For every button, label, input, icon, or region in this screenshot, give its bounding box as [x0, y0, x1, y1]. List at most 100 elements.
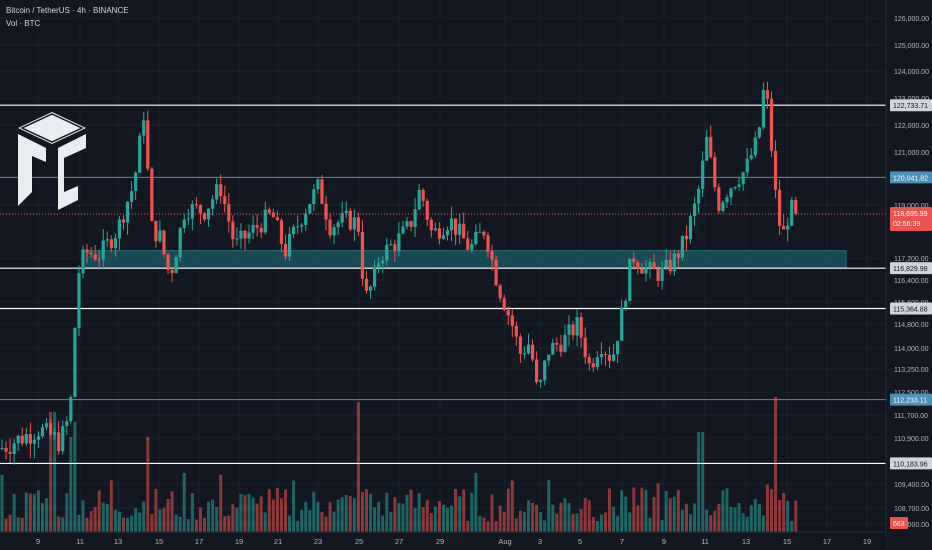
- candle-body: [684, 235, 689, 240]
- volume-bar: [401, 503, 405, 532]
- price-tick-label: 109,400.00: [894, 482, 929, 489]
- price-tick-label: 124,000.00: [894, 69, 929, 76]
- candle-body: [644, 268, 648, 274]
- volume-bar: [219, 474, 223, 532]
- candle-body: [769, 98, 774, 151]
- volume-bar: [271, 499, 275, 532]
- volume-bar: [413, 507, 417, 532]
- time-tick-label: 23: [314, 537, 322, 546]
- candle-body: [336, 222, 340, 228]
- symbol-title[interactable]: Bitcoin / TetherUS · 4h · BINANCE: [6, 6, 129, 15]
- candle-body: [211, 199, 215, 209]
- candle-body: [348, 210, 352, 230]
- candle-body: [142, 120, 146, 136]
- candle-body: [85, 249, 89, 253]
- price-tick-label: 125,000.00: [894, 43, 929, 50]
- volume-bar: [790, 521, 794, 532]
- volume-bar: [441, 504, 445, 532]
- level-price-label: 115,364.88: [893, 306, 928, 313]
- time-tick-label: 5: [578, 537, 582, 546]
- volume-bar: [93, 506, 97, 532]
- candle-body: [413, 209, 417, 227]
- volume-bar: [320, 511, 324, 532]
- volume-bar: [446, 507, 449, 532]
- candle-body: [190, 204, 194, 219]
- volume-bar: [490, 494, 494, 532]
- candle-body: [494, 259, 498, 286]
- candle-body: [778, 189, 782, 226]
- candle-body: [360, 231, 365, 279]
- candle-body: [599, 354, 603, 358]
- trading-community-logo-icon: [18, 112, 86, 210]
- candle-body: [49, 423, 53, 435]
- candle-body: [296, 226, 300, 228]
- candle-body: [61, 426, 65, 452]
- volume-bar: [421, 507, 425, 532]
- candle-body: [482, 231, 486, 236]
- candle-body: [648, 262, 652, 269]
- volume-bar: [579, 508, 583, 532]
- volume-bar: [518, 510, 522, 532]
- volume-bar: [583, 498, 587, 532]
- volume-bar: [24, 492, 28, 532]
- candle-body: [498, 285, 502, 299]
- volume-bar: [405, 494, 409, 532]
- level-price-label: 122,733.71: [893, 103, 928, 110]
- volume-bar: [16, 517, 20, 532]
- volume-bar: [263, 512, 267, 532]
- candle-body: [150, 168, 154, 221]
- volume-bar: [77, 514, 81, 532]
- candle-body: [105, 239, 109, 241]
- volume-bar: [231, 504, 235, 532]
- candle-body: [417, 189, 421, 210]
- candle-body: [697, 188, 701, 204]
- price-tick-label: 121,000.00: [894, 150, 929, 157]
- volume-indicator-label[interactable]: Vol · BTC: [6, 19, 41, 28]
- volume-bar: [275, 488, 279, 532]
- candle-body: [138, 135, 142, 173]
- candle-body: [36, 436, 41, 440]
- candle-body: [215, 184, 219, 200]
- candle-body: [206, 208, 211, 220]
- time-tick-label: 3: [538, 537, 542, 546]
- volume-bar: [689, 514, 692, 532]
- volume-bar: [316, 502, 320, 532]
- candle-body: [587, 357, 591, 364]
- candle-body: [441, 235, 446, 239]
- volume-bar: [616, 515, 620, 532]
- price-tick-label: 119,000.00: [894, 203, 929, 210]
- volume-bar: [109, 480, 113, 532]
- candle-body: [765, 90, 770, 99]
- candle-body: [624, 300, 628, 308]
- candle-body: [267, 209, 271, 213]
- time-tick-label: 11: [701, 537, 709, 546]
- time-tick-label: 17: [823, 537, 831, 546]
- volume-bar: [194, 519, 198, 532]
- volume-bar: [373, 507, 377, 532]
- volume-bar: [239, 493, 243, 532]
- candle-body: [790, 200, 794, 226]
- volume-bar: [729, 506, 733, 532]
- volume-bar: [304, 501, 308, 532]
- volume-bar: [28, 493, 32, 532]
- candle-body: [32, 439, 36, 444]
- volume-bar: [211, 499, 215, 532]
- candle-body: [502, 298, 506, 311]
- candle-body: [154, 220, 158, 242]
- candle-body: [146, 120, 150, 169]
- volume-bar: [753, 499, 757, 532]
- volume-bar: [397, 503, 401, 532]
- volume-bar: [417, 493, 421, 532]
- volume-bar: [640, 487, 644, 532]
- volume-bar: [571, 513, 575, 532]
- candle-body: [401, 226, 405, 234]
- candle-body: [551, 342, 555, 355]
- volume-bar: [385, 492, 389, 532]
- time-tick-label: 11: [76, 537, 84, 546]
- candle-body: [753, 137, 757, 156]
- candle-body: [721, 202, 725, 211]
- candle-body: [652, 262, 656, 270]
- candle-body: [705, 136, 709, 161]
- candle-body: [198, 205, 203, 214]
